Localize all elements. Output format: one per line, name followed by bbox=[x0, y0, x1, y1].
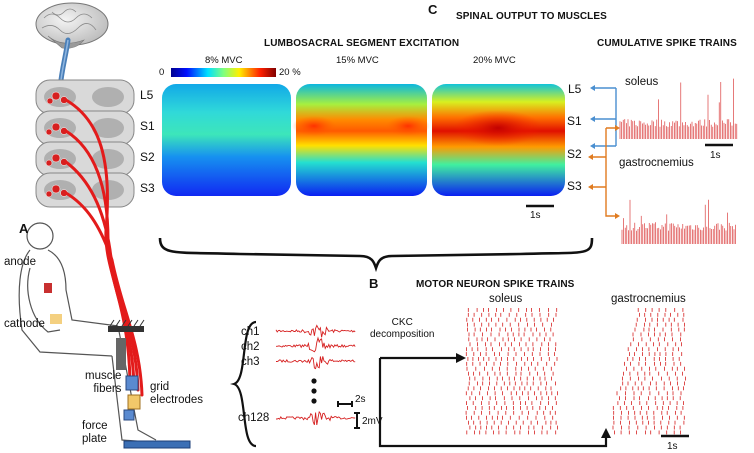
cumulative-spikes-soleus bbox=[619, 78, 738, 139]
spinal-cord-slices bbox=[35, 79, 135, 208]
emg-ellipsis bbox=[311, 378, 317, 404]
cumulative-seg-l5: L5 bbox=[568, 82, 582, 96]
anode-label: anode bbox=[4, 256, 36, 268]
cumulative-scalebar-label: 1s bbox=[710, 150, 721, 161]
emg-amp-scalebar bbox=[354, 412, 360, 429]
emg-trace-4 bbox=[276, 410, 356, 425]
emg-time-scalebar bbox=[337, 401, 353, 407]
condition-label-1: 8% MVC bbox=[205, 55, 243, 66]
cumulative-title: CUMULATIVE SPIKE TRAINS bbox=[597, 38, 737, 49]
cumulative-gastro-label: gastrocnemius bbox=[619, 157, 694, 169]
anode-electrode bbox=[44, 283, 52, 293]
segment-label-s2: S2 bbox=[140, 150, 155, 164]
panel-b-title: MOTOR NEURON SPIKE TRAINS bbox=[416, 279, 575, 290]
force-plate-label: force plate bbox=[82, 420, 108, 445]
brain-illustration bbox=[35, 2, 109, 49]
panel-b-letter: B bbox=[369, 276, 379, 291]
emg-trace-2 bbox=[276, 336, 356, 353]
decomposition-arrow bbox=[378, 356, 608, 448]
decomposition-label: CKC decomposition bbox=[370, 317, 435, 340]
emg-channel-128: ch128 bbox=[238, 412, 270, 424]
cumulative-soleus-label: soleus bbox=[625, 76, 659, 88]
emg-brace bbox=[230, 320, 257, 448]
muscle-fibers-label: muscle fibers bbox=[85, 370, 122, 395]
cathode-electrode bbox=[50, 314, 62, 324]
cumulative-seg-s1: S1 bbox=[567, 114, 582, 128]
emg-amp-scale-label: 2mV bbox=[362, 416, 383, 427]
colorbar-min: 0 bbox=[159, 67, 165, 78]
raster-gastro-label: gastrocnemius bbox=[611, 293, 686, 305]
cathode-label: cathode bbox=[4, 318, 45, 330]
raster-scalebar-label: 1s bbox=[667, 441, 678, 452]
grid-electrodes-label: grid electrodes bbox=[150, 381, 204, 406]
raster-gastrocnemius bbox=[612, 308, 686, 435]
heatmap-title: LUMBOSACRAL SEGMENT EXCITATION bbox=[264, 38, 460, 49]
raster-soleus-label: soleus bbox=[489, 293, 523, 305]
colorbar-max: 20 % bbox=[279, 67, 301, 78]
emg-channel-2: ch2 bbox=[241, 341, 260, 353]
emg-time-scale-label: 2s bbox=[355, 394, 366, 405]
segment-arrows bbox=[590, 87, 618, 217]
panel-c-title: SPINAL OUTPUT TO MUSCLES bbox=[456, 11, 607, 22]
cumulative-seg-s2: S2 bbox=[567, 147, 582, 161]
heatmap-15mvc bbox=[292, 84, 430, 196]
raster-soleus bbox=[465, 308, 558, 435]
condition-label-2: 15% MVC bbox=[336, 55, 379, 66]
heatmap-20mvc bbox=[432, 84, 565, 196]
panel-a-letter: A bbox=[19, 221, 29, 236]
cumulative-spikes-gastrocnemius bbox=[621, 199, 736, 244]
heatmap-scalebar-label: 1s bbox=[530, 210, 541, 221]
emg-channel-3: ch3 bbox=[241, 356, 260, 368]
segment-label-l5: L5 bbox=[140, 88, 154, 102]
emg-traces bbox=[275, 324, 356, 425]
force-plate bbox=[123, 440, 191, 449]
panel-c-letter: C bbox=[428, 2, 438, 17]
condition-label-3: 20% MVC bbox=[473, 55, 516, 66]
panel-join-brace bbox=[158, 237, 594, 273]
segment-label-s3: S3 bbox=[140, 181, 155, 195]
grid-electrodes bbox=[123, 375, 141, 421]
motor-axons bbox=[64, 98, 144, 397]
heatmap-8mvc bbox=[162, 84, 291, 196]
colorbar bbox=[171, 68, 276, 77]
cumulative-seg-s3: S3 bbox=[567, 179, 582, 193]
emg-trace-1 bbox=[275, 324, 356, 338]
emg-channel-1: ch1 bbox=[241, 326, 260, 338]
emg-trace-3 bbox=[276, 356, 356, 370]
segment-label-s1: S1 bbox=[140, 119, 155, 133]
knee-restraint bbox=[108, 319, 145, 370]
